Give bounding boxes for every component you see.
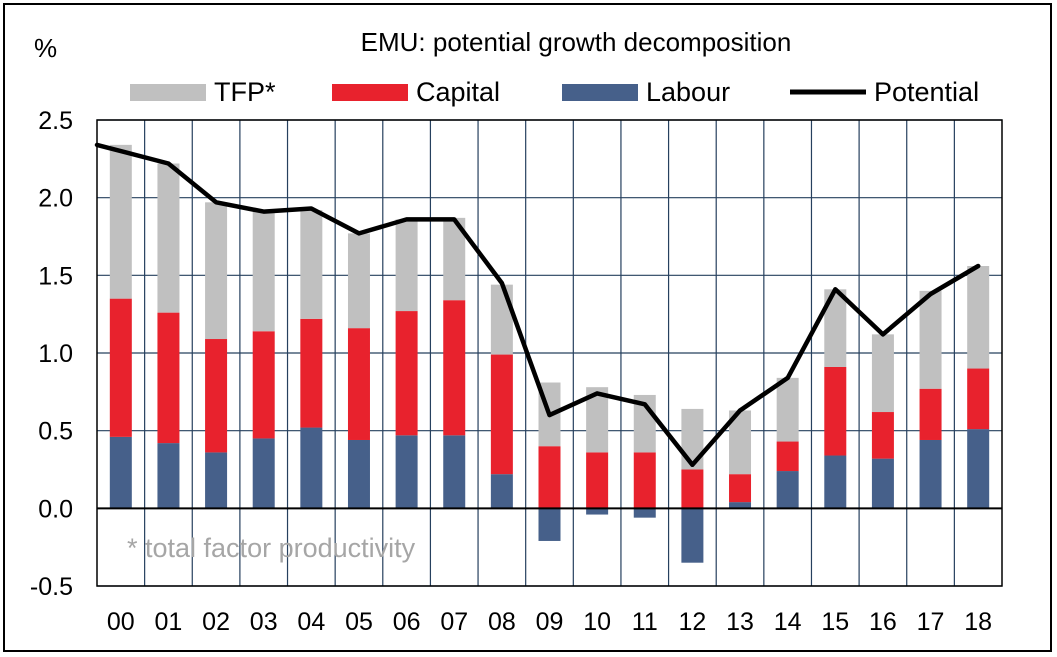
bar-capital-13 — [729, 474, 752, 503]
bar-capital-18 — [967, 368, 990, 430]
bar-capital-17 — [919, 388, 942, 440]
bar-capital-02 — [205, 339, 228, 453]
y-tick-label: 1.5 — [38, 262, 73, 290]
y-tick-label: 2.0 — [38, 185, 73, 213]
bar-tfp-18 — [967, 266, 990, 369]
bar-labour-08 — [490, 474, 513, 509]
legend-label-labour: Labour — [646, 77, 730, 107]
x-tick-label: 08 — [488, 608, 516, 636]
legend-swatch-tfp — [130, 84, 206, 101]
x-tick-label: 03 — [250, 608, 278, 636]
bar-tfp-16 — [871, 334, 894, 413]
y-tick-label: 1.0 — [38, 340, 73, 368]
legend-label-potential: Potential — [874, 77, 979, 107]
bar-labour-14 — [776, 471, 799, 509]
bar-labour-11 — [633, 508, 656, 518]
bar-capital-01 — [157, 312, 180, 444]
legend-swatch-labour — [562, 84, 638, 101]
bar-tfp-15 — [824, 289, 847, 367]
x-tick-label: 13 — [726, 608, 754, 636]
bar-tfp-12 — [681, 408, 704, 470]
bar-labour-00 — [109, 436, 132, 509]
x-tick-label: 02 — [202, 608, 230, 636]
bar-labour-05 — [347, 439, 370, 509]
bar-tfp-01 — [157, 163, 180, 313]
legend-label-tfp: TFP* — [214, 77, 276, 107]
x-tick-label: 18 — [964, 608, 992, 636]
bar-capital-03 — [252, 331, 275, 439]
bar-capital-05 — [347, 328, 370, 440]
bar-labour-06 — [395, 435, 418, 509]
y-axis-label: % — [34, 33, 57, 63]
x-tick-label: 14 — [774, 608, 802, 636]
y-tick-label: -0.5 — [30, 573, 73, 601]
bar-tfp-07 — [443, 217, 466, 301]
x-tick-label: 06 — [393, 608, 421, 636]
bar-capital-07 — [443, 300, 466, 436]
bar-tfp-10 — [586, 387, 609, 453]
bar-capital-15 — [824, 366, 847, 456]
bar-tfp-06 — [395, 219, 418, 312]
bar-labour-15 — [824, 455, 847, 509]
x-tick-label: 12 — [678, 608, 706, 636]
bar-tfp-13 — [729, 410, 752, 475]
bar-capital-11 — [633, 452, 656, 509]
x-axis: 00 01 02 03 04 05 06 07 08 09 10 11 12 13 14 15 16 17 18 — [107, 608, 992, 636]
bar-capital-00 — [109, 298, 132, 437]
bar-tfp-02 — [205, 202, 228, 340]
bar-capital-08 — [490, 354, 513, 475]
bar-capital-12 — [681, 469, 704, 509]
bar-labour-03 — [252, 438, 275, 509]
bar-capital-09 — [538, 446, 561, 509]
bar-labour-13 — [729, 502, 752, 509]
bar-labour-16 — [871, 458, 894, 509]
bar-labour-12 — [681, 508, 704, 563]
plot-area — [94, 119, 1003, 587]
y-axis: -0.5 0.0 0.5 1.0 1.5 2.0 2.5 — [30, 107, 73, 601]
bar-labour-07 — [443, 435, 466, 509]
bar-tfp-08 — [490, 284, 513, 355]
x-tick-label: 07 — [440, 608, 468, 636]
bar-tfp-03 — [252, 211, 275, 332]
chart-title: EMU: potential growth decomposition — [361, 27, 792, 57]
y-tick-label: 0.0 — [38, 495, 73, 523]
bar-capital-16 — [871, 412, 894, 459]
legend-swatch-capital — [332, 84, 408, 101]
footnote-annotation: * total factor productivity — [127, 533, 416, 563]
x-tick-label: 00 — [107, 608, 135, 636]
x-tick-label: 04 — [297, 608, 325, 636]
x-tick-label: 01 — [155, 608, 183, 636]
bar-labour-10 — [586, 508, 609, 515]
x-tick-label: 11 — [632, 608, 658, 636]
x-tick-label: 05 — [345, 608, 373, 636]
x-tick-label: 15 — [821, 608, 849, 636]
bar-labour-02 — [205, 452, 228, 509]
legend: TFP* Capital Labour Potential — [130, 77, 979, 107]
bar-capital-14 — [776, 441, 799, 472]
bar-labour-09 — [538, 508, 561, 541]
bar-capital-04 — [300, 318, 323, 428]
bar-tfp-05 — [347, 233, 370, 329]
bar-capital-06 — [395, 311, 418, 436]
legend-label-capital: Capital — [416, 77, 500, 107]
bar-tfp-00 — [109, 144, 132, 299]
bar-labour-01 — [157, 443, 180, 509]
line-potential — [94, 142, 981, 468]
x-tick-label: 10 — [583, 608, 611, 636]
bar-tfp-17 — [919, 290, 942, 389]
x-tick-label: 16 — [869, 608, 897, 636]
bar-labour-18 — [967, 429, 990, 509]
bar-capital-10 — [586, 452, 609, 509]
x-tick-label: 09 — [536, 608, 564, 636]
y-tick-label: 2.5 — [38, 107, 73, 135]
bar-tfp-14 — [776, 377, 799, 442]
y-tick-label: 0.5 — [38, 418, 73, 446]
x-tick-label: 17 — [917, 608, 945, 636]
plot-border — [96, 119, 1003, 587]
bar-tfp-04 — [300, 210, 323, 319]
bar-labour-17 — [919, 439, 942, 509]
bar-labour-04 — [300, 427, 323, 509]
